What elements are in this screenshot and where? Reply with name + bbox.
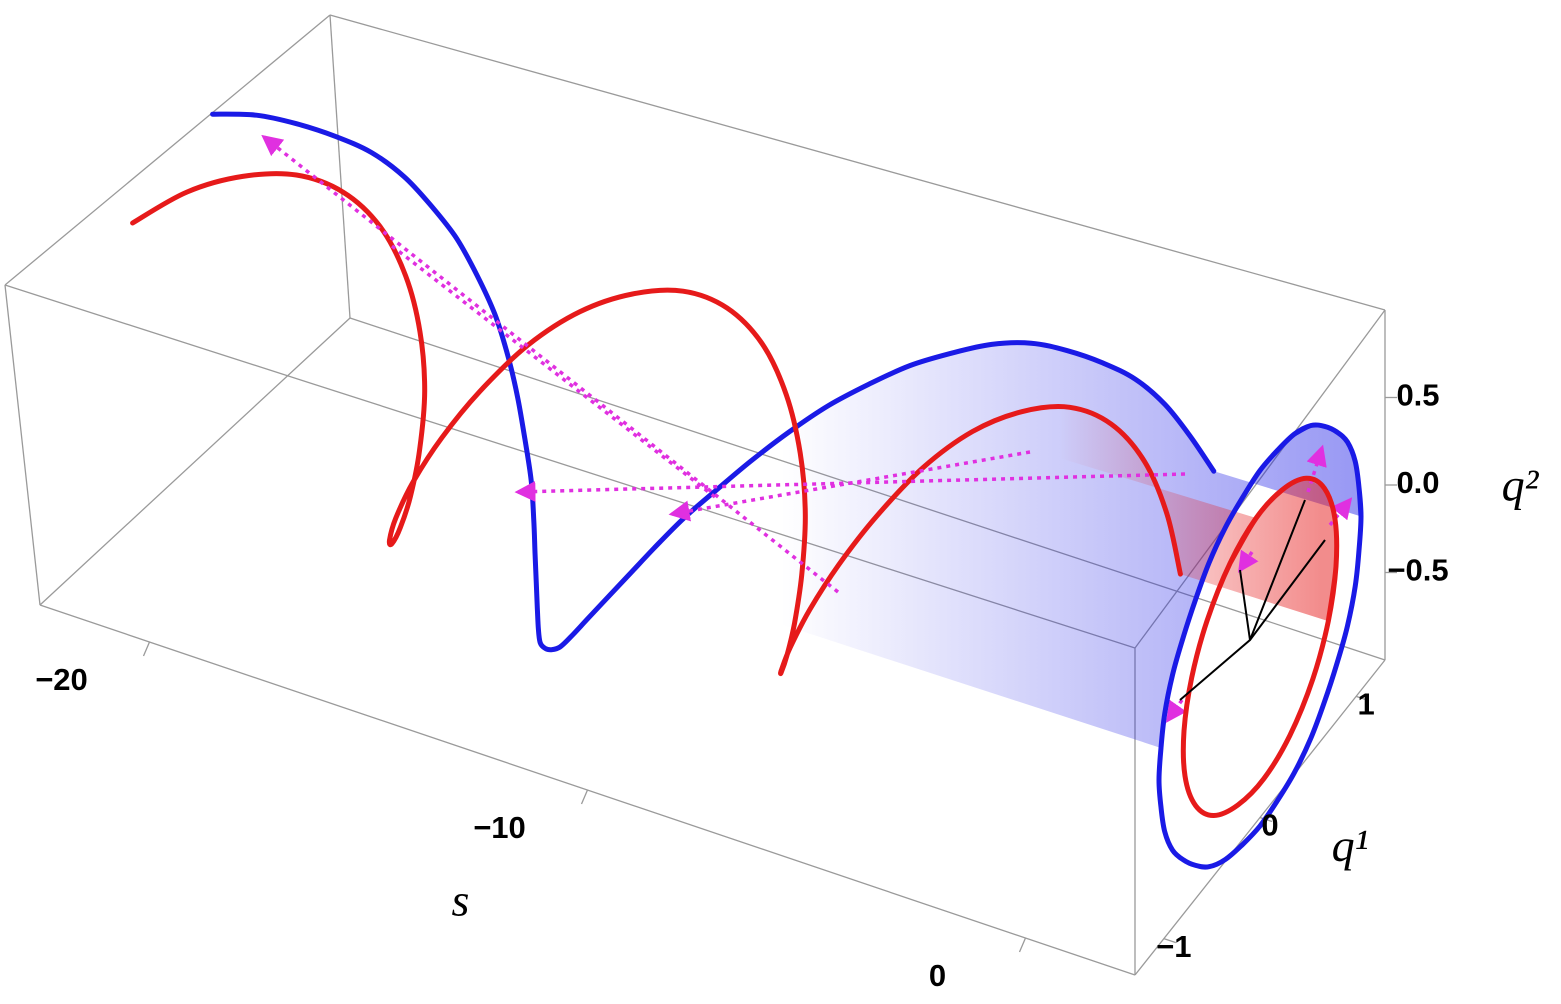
curves — [130, 111, 1217, 677]
box-edge — [329, 14, 1386, 311]
arrow — [390, 244, 717, 499]
inner-line — [1249, 539, 1326, 641]
q1-tick-label: 1 — [1358, 687, 1375, 722]
tick-mark — [1018, 937, 1027, 953]
box-edge — [39, 317, 351, 606]
end-ring — [1180, 475, 1340, 819]
tick-mark — [580, 789, 589, 805]
arrow — [1238, 549, 1259, 573]
transfer-arrows — [261, 134, 1353, 723]
q2-axis-label: q² — [1502, 460, 1540, 511]
arrow — [1165, 698, 1187, 723]
s-axis-label: s — [452, 875, 470, 926]
tick-mark — [142, 641, 151, 657]
s-tick-label: −20 — [35, 662, 88, 697]
box-edge — [4, 14, 331, 286]
box-edge — [329, 14, 351, 319]
q1-tick-label: 0 — [1261, 808, 1278, 843]
box-edge — [4, 284, 41, 606]
arrow — [261, 134, 840, 594]
s-tick-label: 0 — [929, 958, 946, 993]
box-edges — [4, 14, 1397, 976]
q2-tick-label: 0.5 — [1396, 378, 1439, 413]
curve — [210, 111, 1217, 653]
arrow — [1306, 444, 1327, 493]
tick-mark — [1355, 695, 1369, 701]
q1-tick-label: −1 — [1156, 929, 1191, 964]
q1-axis-label: q¹ — [1332, 820, 1369, 871]
tick-mark — [1163, 938, 1177, 944]
end-ring — [1156, 422, 1364, 870]
curve — [130, 171, 1183, 677]
q2-tick-label: 0.0 — [1396, 465, 1439, 500]
end-rings — [1156, 422, 1364, 870]
projection-bands — [628, 343, 1361, 748]
s-tick-label: −10 — [473, 810, 526, 845]
arrow — [668, 450, 1031, 522]
inner-lines — [1179, 499, 1326, 701]
inner-line — [1239, 569, 1251, 641]
q2-tick-label: −0.5 — [1387, 553, 1448, 588]
